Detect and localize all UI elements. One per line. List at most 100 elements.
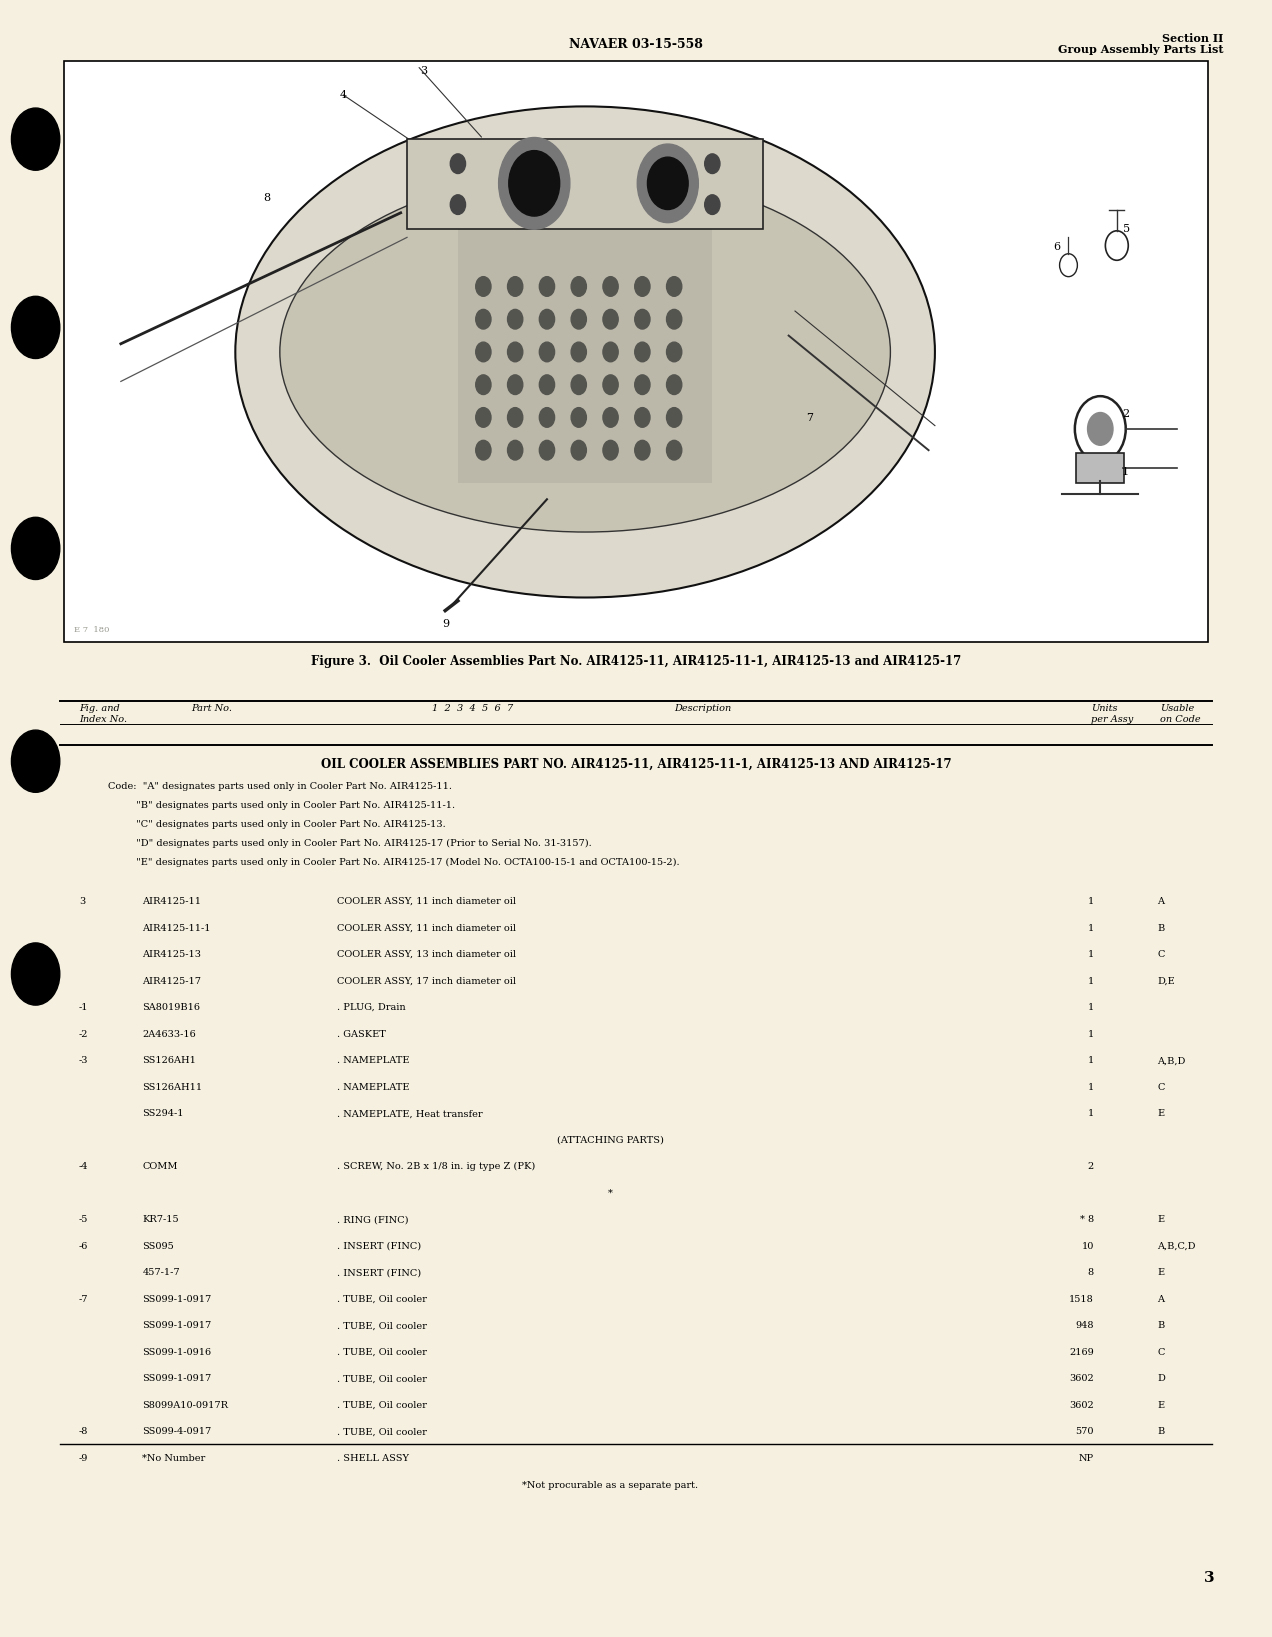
Text: 1: 1	[1122, 467, 1130, 476]
Text: 1: 1	[1088, 1082, 1094, 1092]
Text: 2: 2	[1122, 409, 1130, 419]
Text: COOLER ASSY, 17 inch diameter oil: COOLER ASSY, 17 inch diameter oil	[337, 977, 516, 985]
Text: A,B,C,D: A,B,C,D	[1158, 1242, 1196, 1251]
Text: D,E: D,E	[1158, 977, 1175, 985]
Text: 1  2  3  4  5  6  7: 1 2 3 4 5 6 7	[432, 704, 514, 712]
Text: COOLER ASSY, 11 inch diameter oil: COOLER ASSY, 11 inch diameter oil	[337, 897, 516, 905]
Text: 9: 9	[443, 619, 450, 629]
Text: -5: -5	[79, 1215, 88, 1224]
Text: "E" designates parts used only in Cooler Part No. AIR4125-17 (Model No. OCTA100-: "E" designates parts used only in Cooler…	[108, 858, 679, 868]
Text: C: C	[1158, 949, 1165, 959]
Circle shape	[539, 309, 555, 329]
Circle shape	[476, 375, 491, 395]
Circle shape	[571, 342, 586, 362]
Text: 6: 6	[1053, 242, 1061, 252]
Circle shape	[571, 408, 586, 427]
Circle shape	[603, 408, 618, 427]
Text: 5: 5	[1123, 224, 1131, 234]
Circle shape	[476, 277, 491, 296]
Text: -2: -2	[79, 1030, 88, 1038]
Circle shape	[11, 943, 60, 1005]
Text: Description: Description	[674, 704, 731, 712]
Text: 3: 3	[420, 65, 427, 75]
Circle shape	[499, 138, 570, 229]
Circle shape	[667, 375, 682, 395]
Text: NAVAER 03-15-558: NAVAER 03-15-558	[569, 38, 703, 51]
Circle shape	[476, 440, 491, 460]
Circle shape	[539, 342, 555, 362]
Circle shape	[603, 309, 618, 329]
Text: 948: 948	[1075, 1321, 1094, 1331]
Text: 3602: 3602	[1070, 1401, 1094, 1409]
Text: AIR4125-11-1: AIR4125-11-1	[142, 923, 211, 933]
Text: on Code: on Code	[1160, 715, 1201, 724]
Circle shape	[539, 440, 555, 460]
Text: 1: 1	[1088, 897, 1094, 905]
Text: Part No.: Part No.	[191, 704, 232, 712]
Text: -6: -6	[79, 1242, 88, 1251]
Text: COMM: COMM	[142, 1162, 178, 1170]
Circle shape	[667, 342, 682, 362]
Text: E: E	[1158, 1215, 1165, 1224]
Text: AIR4125-17: AIR4125-17	[142, 977, 201, 985]
FancyBboxPatch shape	[407, 139, 763, 229]
Text: 3: 3	[1205, 1570, 1215, 1585]
Text: . TUBE, Oil cooler: . TUBE, Oil cooler	[337, 1347, 427, 1357]
Text: 1: 1	[1088, 1030, 1094, 1038]
Circle shape	[476, 408, 491, 427]
Text: . SHELL ASSY: . SHELL ASSY	[337, 1454, 410, 1463]
Circle shape	[539, 277, 555, 296]
Text: (ATTACHING PARTS): (ATTACHING PARTS)	[557, 1136, 664, 1144]
Text: 2: 2	[1088, 1162, 1094, 1170]
Text: *No Number: *No Number	[142, 1454, 206, 1463]
Text: Group Assembly Parts List: Group Assembly Parts List	[1058, 44, 1224, 56]
Text: SS099-1-0917: SS099-1-0917	[142, 1321, 211, 1331]
Text: . TUBE, Oil cooler: . TUBE, Oil cooler	[337, 1295, 427, 1303]
Text: AIR4125-13: AIR4125-13	[142, 949, 201, 959]
Circle shape	[667, 408, 682, 427]
Ellipse shape	[235, 106, 935, 598]
Circle shape	[508, 440, 523, 460]
Circle shape	[571, 375, 586, 395]
Circle shape	[635, 309, 650, 329]
Circle shape	[508, 342, 523, 362]
Text: . NAMEPLATE: . NAMEPLATE	[337, 1056, 410, 1066]
Text: *Not procurable as a separate part.: *Not procurable as a separate part.	[523, 1480, 698, 1490]
Bar	[64, 61, 1208, 642]
Text: COOLER ASSY, 11 inch diameter oil: COOLER ASSY, 11 inch diameter oil	[337, 923, 516, 933]
Circle shape	[705, 195, 720, 214]
Text: SS099-1-0917: SS099-1-0917	[142, 1295, 211, 1303]
FancyBboxPatch shape	[1076, 453, 1124, 483]
Text: -4: -4	[79, 1162, 88, 1170]
Text: A: A	[1158, 897, 1165, 905]
Circle shape	[450, 195, 466, 214]
Text: SS126AH1: SS126AH1	[142, 1056, 196, 1066]
Text: 3: 3	[79, 897, 85, 905]
Text: NP: NP	[1079, 1454, 1094, 1463]
Circle shape	[637, 144, 698, 223]
Text: A: A	[1158, 1295, 1165, 1303]
Text: . NAMEPLATE: . NAMEPLATE	[337, 1082, 410, 1092]
Circle shape	[476, 342, 491, 362]
Circle shape	[667, 277, 682, 296]
Bar	[458, 221, 712, 483]
Circle shape	[647, 157, 688, 210]
Text: Units: Units	[1091, 704, 1118, 712]
Text: . INSERT (FINC): . INSERT (FINC)	[337, 1242, 421, 1251]
Text: 7: 7	[806, 413, 814, 422]
Text: Code:  "A" designates parts used only in Cooler Part No. AIR4125-11.: Code: "A" designates parts used only in …	[108, 782, 452, 791]
Text: . TUBE, Oil cooler: . TUBE, Oil cooler	[337, 1427, 427, 1436]
Text: S8099A10-0917R: S8099A10-0917R	[142, 1401, 229, 1409]
Text: SA8019B16: SA8019B16	[142, 1003, 201, 1012]
Text: per Assy: per Assy	[1091, 715, 1133, 724]
Circle shape	[509, 151, 560, 216]
Circle shape	[11, 296, 60, 359]
Text: "C" designates parts used only in Cooler Part No. AIR4125-13.: "C" designates parts used only in Cooler…	[108, 820, 446, 828]
Circle shape	[603, 375, 618, 395]
Circle shape	[508, 277, 523, 296]
Circle shape	[603, 342, 618, 362]
Text: 2A4633-16: 2A4633-16	[142, 1030, 196, 1038]
Text: . TUBE, Oil cooler: . TUBE, Oil cooler	[337, 1321, 427, 1331]
Text: . PLUG, Drain: . PLUG, Drain	[337, 1003, 406, 1012]
Ellipse shape	[280, 172, 890, 532]
